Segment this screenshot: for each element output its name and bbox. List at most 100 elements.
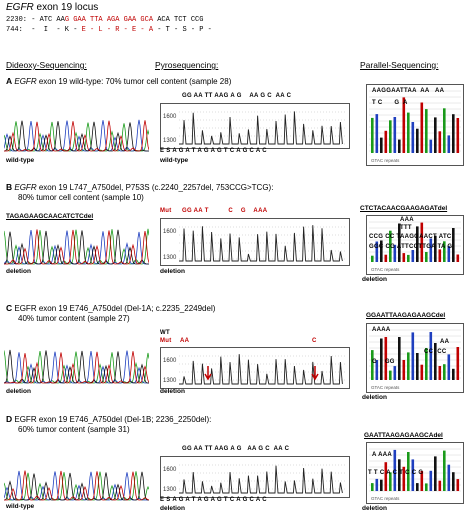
tick-1600: 1600: [163, 358, 177, 364]
parallel-plot-a: GTAC repeats: [366, 84, 464, 166]
dideoxy-label-d: wild-type: [6, 503, 35, 510]
parallel-bar: [452, 114, 455, 153]
parallel-bar: [389, 370, 392, 380]
section-c-caption: C EGFR exon 19 E746_A750del (Del-1A; c.2…: [6, 303, 216, 323]
pyro-peaks: [179, 354, 343, 385]
parallel-bar: [411, 459, 415, 491]
parallel-bar: [420, 222, 424, 262]
parallel-bar: [443, 364, 446, 380]
dideoxy-label-b: deletion: [6, 268, 31, 275]
header-dideoxy: Dideoxy-Sequencing:: [6, 60, 87, 70]
parallel-bar: [456, 254, 460, 262]
parallel-bar: [371, 255, 374, 262]
parallel-bar: [411, 122, 415, 153]
parallel-bar: [407, 112, 410, 153]
pyrogram-d: 1600 1300: [160, 456, 350, 498]
parallel-bar: [429, 470, 433, 491]
parallel-bar: [380, 137, 383, 153]
trace-line: [4, 121, 149, 152]
parallel-bar: [434, 343, 437, 380]
pyro-label-c: deletion: [160, 388, 185, 395]
parallel-bar: [393, 449, 397, 491]
parallel-bar: [380, 479, 383, 491]
parallel-bar: [402, 466, 406, 491]
parallel-bar: [416, 353, 419, 380]
dna-sequence-line: 2230: - ATC AAG GAA TTA AGA GAA GCA ACA …: [6, 16, 204, 24]
parallel-bar: [371, 483, 374, 491]
dideoxy-label-a: wild-type: [6, 157, 35, 164]
parallel-seq-c: GGAATTAAGAGAAGCdel: [366, 312, 446, 319]
pyro-bottom-d: E S A G A T A G A G T C A G C A C: [160, 497, 267, 503]
parallel-bar: [447, 246, 451, 262]
pyro-label-b: deletion: [160, 268, 185, 275]
parallel-bar: [371, 117, 374, 153]
parallel-bar: [447, 354, 451, 380]
parallel-bar: [429, 332, 433, 380]
tick-1600: 1600: [163, 467, 177, 473]
dideoxy-label-c: deletion: [6, 388, 31, 395]
parallel-bar: [393, 244, 397, 262]
par-top-a: AAGGAATTAA AA AA: [372, 88, 445, 94]
parallel-label-d: deletion: [362, 505, 387, 512]
parallel-bar: [420, 102, 424, 153]
trace-line: [4, 470, 149, 501]
parallel-plot-c: GTAC repeats: [366, 323, 464, 393]
parallel-bar: [434, 117, 437, 153]
dideoxy-trace-d: [4, 470, 149, 501]
parallel-bar: [402, 97, 406, 153]
par-line2-d: T T C A C T C C G: [368, 470, 424, 476]
pyrogram-a: 1600 1300: [160, 103, 350, 149]
parallel-plot-d: GTAC repeats: [366, 442, 464, 504]
gtac-label: GTAC repeats: [371, 385, 400, 390]
pyro-c-c: C: [312, 338, 317, 344]
pyro-aa-c: AA: [180, 338, 190, 344]
parallel-bar: [416, 128, 419, 153]
par-mid-b: TTT: [400, 225, 412, 231]
parallel-bar: [371, 350, 374, 380]
pyro-label-d: deletion: [160, 505, 185, 512]
pyro-peaks: [179, 111, 343, 145]
pyro-peaks: [179, 465, 343, 494]
parallel-bar: [452, 368, 455, 380]
header-parallel: Parallel-Sequencing:: [360, 60, 439, 70]
section-b-caption: B EGFR exon 19 L747_A750del, P753S (c.22…: [6, 182, 274, 202]
parallel-bar: [456, 479, 460, 491]
parallel-bar: [438, 249, 442, 262]
parallel-bar: [384, 130, 388, 153]
parallel-bar: [402, 253, 406, 262]
parallel-bar: [416, 483, 419, 491]
trace-line: [4, 471, 149, 501]
dideoxy-trace-b: [4, 228, 149, 265]
parallel-bar: [443, 108, 446, 153]
parallel-bar: [425, 348, 428, 380]
parallel-bar: [452, 228, 455, 262]
parallel-bar: [384, 462, 388, 491]
parallel-bar: [425, 109, 428, 153]
parallel-bar: [389, 472, 392, 491]
parallel-bar: [416, 226, 419, 262]
parallel-bar: [456, 118, 460, 153]
parallel-bar: [398, 223, 401, 262]
dideoxy-trace-a: [4, 119, 149, 152]
header-pyro: Pyrosequencing:: [155, 60, 219, 70]
parallel-bar: [407, 452, 410, 491]
protein-sequence-line: 744: - I - K - E - L - R - E - A - T - S…: [6, 26, 212, 34]
dideoxy-trace-c: [4, 349, 149, 384]
trace-line: [4, 229, 149, 265]
parallel-bar: [429, 139, 433, 153]
parallel-bar: [398, 337, 401, 380]
gtac-label: GTAC repeats: [371, 158, 400, 163]
pyro-top-a: GG AA TT AAG A G AA G C AA C: [182, 93, 292, 99]
par-line1-c: CC CC: [424, 349, 447, 355]
parallel-bar: [411, 250, 415, 262]
parallel-bar: [443, 241, 446, 262]
parallel-bar: [389, 230, 392, 262]
trace-line: [4, 229, 149, 265]
parallel-bar: [407, 352, 410, 380]
arrow-marker: [311, 366, 319, 381]
par-top-b: AAA: [400, 217, 414, 223]
parallel-bar: [438, 366, 442, 380]
parallel-bar: [380, 240, 383, 262]
pyro-top-d: GG AA TT AAG A G AA G C AA C: [182, 446, 290, 452]
tick-1300: 1300: [163, 378, 177, 384]
